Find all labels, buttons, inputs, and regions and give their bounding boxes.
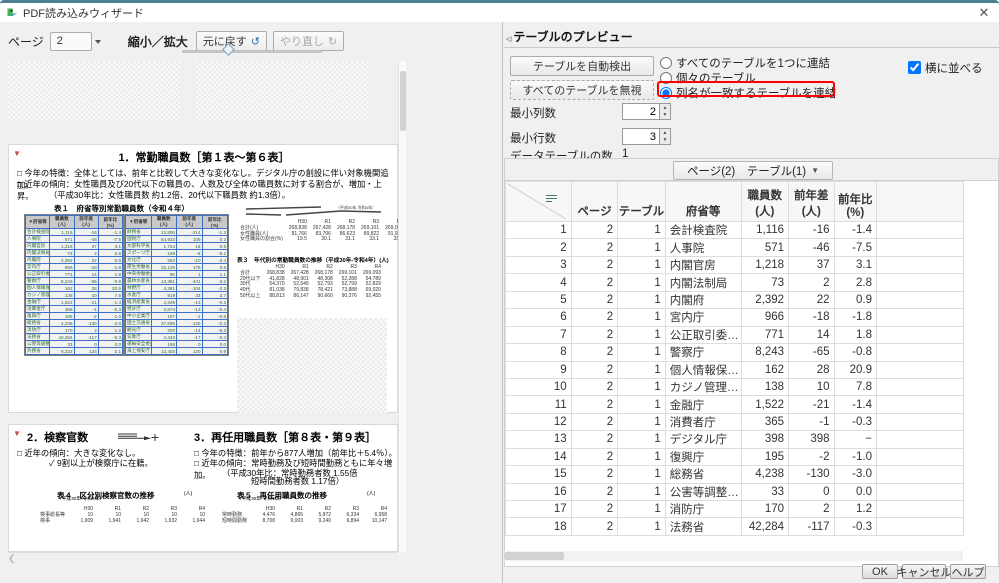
svg-text:（平成30年-令和4年）: （平成30年-令和4年） [336, 205, 376, 210]
